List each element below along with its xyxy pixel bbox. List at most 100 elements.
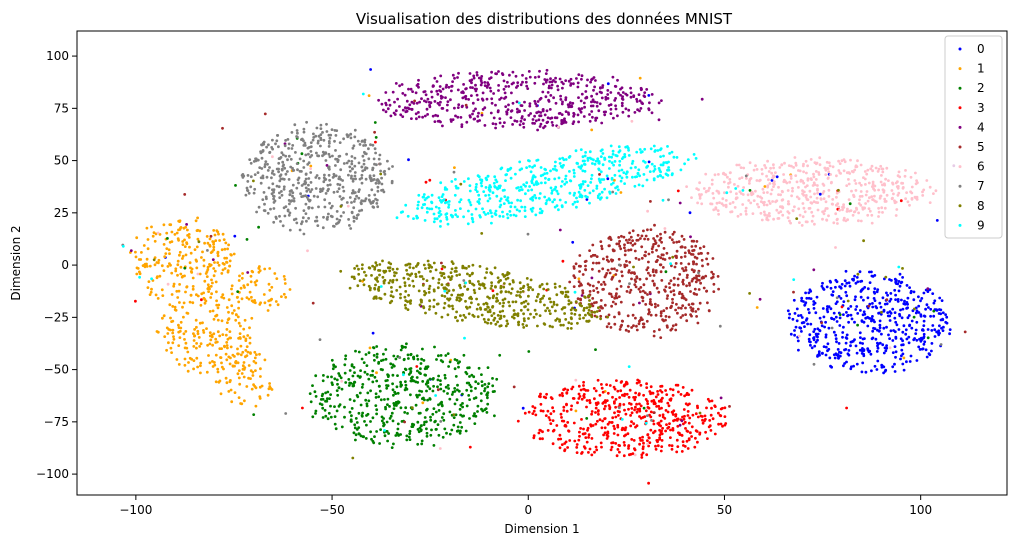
- scatter-point: [590, 310, 594, 314]
- scatter-point: [208, 331, 212, 334]
- scatter-point: [561, 100, 564, 104]
- scatter-point: [900, 316, 904, 320]
- scatter-point: [351, 374, 355, 378]
- scatter-point: [606, 391, 610, 395]
- scatter-point: [473, 414, 477, 418]
- scatter-point: [392, 364, 396, 368]
- scatter-point: [561, 394, 564, 398]
- scatter-point: [192, 359, 196, 362]
- scatter-point: [633, 447, 636, 450]
- scatter-point: [544, 79, 548, 82]
- scatter-point: [667, 282, 671, 285]
- scatter-point: [213, 233, 217, 237]
- scatter-point: [838, 316, 842, 320]
- scatter-point: [322, 176, 326, 180]
- scatter-point: [439, 354, 443, 357]
- scatter-point: [637, 287, 641, 291]
- scatter-point: [339, 376, 343, 380]
- scatter-point: [808, 189, 812, 193]
- scatter-point: [304, 202, 308, 206]
- scatter-point: [868, 209, 872, 213]
- scatter-point: [462, 313, 466, 317]
- scatter-point: [444, 96, 447, 99]
- scatter-point: [693, 255, 697, 259]
- scatter-point: [687, 303, 691, 306]
- scatter-point: [663, 289, 667, 293]
- scatter-point: [191, 285, 195, 288]
- scatter-point: [680, 450, 684, 453]
- scatter-point: [483, 286, 487, 290]
- scatter-point: [866, 296, 870, 300]
- scatter-point: [435, 217, 439, 221]
- scatter-point: [660, 445, 664, 448]
- scatter-point: [470, 81, 473, 85]
- scatter-point: [706, 301, 709, 305]
- scatter-point: [605, 255, 609, 259]
- scatter-point: [558, 111, 562, 115]
- scatter-point: [587, 308, 591, 312]
- scatter-point: [202, 329, 205, 332]
- scatter-point: [717, 212, 720, 216]
- scatter-point: [302, 232, 306, 236]
- scatter-point: [614, 273, 618, 276]
- scatter-point: [307, 177, 311, 180]
- scatter-point: [350, 407, 354, 410]
- scatter-point: [498, 302, 502, 305]
- scatter-point: [552, 303, 556, 306]
- scatter-point: [842, 325, 845, 329]
- scatter-point: [711, 257, 715, 260]
- scatter-point: [241, 364, 245, 368]
- scatter-point: [572, 120, 576, 124]
- scatter-point: [804, 159, 808, 163]
- scatter-point: [523, 109, 526, 112]
- scatter-point: [610, 267, 614, 271]
- scatter-point: [196, 237, 200, 241]
- scatter-point: [439, 181, 443, 185]
- scatter-point: [244, 355, 247, 359]
- scatter-point: [366, 372, 369, 376]
- scatter-point: [501, 298, 505, 302]
- scatter-point: [234, 184, 237, 187]
- scatter-point: [280, 193, 284, 197]
- scatter-point: [269, 207, 272, 211]
- scatter-point: [686, 430, 690, 433]
- scatter-point: [321, 131, 324, 134]
- scatter-point: [672, 276, 676, 280]
- scatter-point: [546, 116, 550, 120]
- scatter-point: [475, 307, 479, 311]
- scatter-point: [835, 320, 839, 323]
- scatter-point: [143, 265, 147, 269]
- scatter-point: [497, 280, 500, 284]
- scatter-point: [486, 366, 490, 369]
- scatter-point: [905, 337, 909, 341]
- scatter-point: [589, 80, 592, 84]
- scatter-point: [195, 325, 198, 329]
- scatter-point: [219, 392, 223, 396]
- scatter-point: [199, 342, 203, 346]
- scatter-point: [209, 338, 213, 342]
- scatter-point: [681, 278, 685, 282]
- scatter-point: [440, 315, 444, 319]
- scatter-point: [626, 241, 630, 245]
- scatter-point: [441, 360, 445, 364]
- scatter-point: [621, 110, 625, 114]
- scatter-point: [614, 107, 618, 111]
- scatter-point: [311, 301, 315, 305]
- scatter-point: [849, 305, 853, 308]
- scatter-point: [565, 409, 569, 413]
- scatter-point: [321, 226, 325, 230]
- scatter-point: [490, 281, 493, 284]
- scatter-point: [801, 179, 804, 183]
- scatter-point: [859, 219, 863, 223]
- scatter-point: [615, 269, 619, 272]
- scatter-point: [523, 319, 526, 323]
- scatter-point: [560, 419, 564, 423]
- scatter-point: [501, 125, 505, 128]
- scatter-point: [442, 272, 446, 276]
- scatter-point: [684, 268, 688, 272]
- scatter-point: [748, 161, 752, 165]
- scatter-point: [379, 368, 383, 371]
- scatter-point: [412, 357, 416, 361]
- scatter-point: [805, 296, 809, 300]
- scatter-point: [748, 292, 751, 295]
